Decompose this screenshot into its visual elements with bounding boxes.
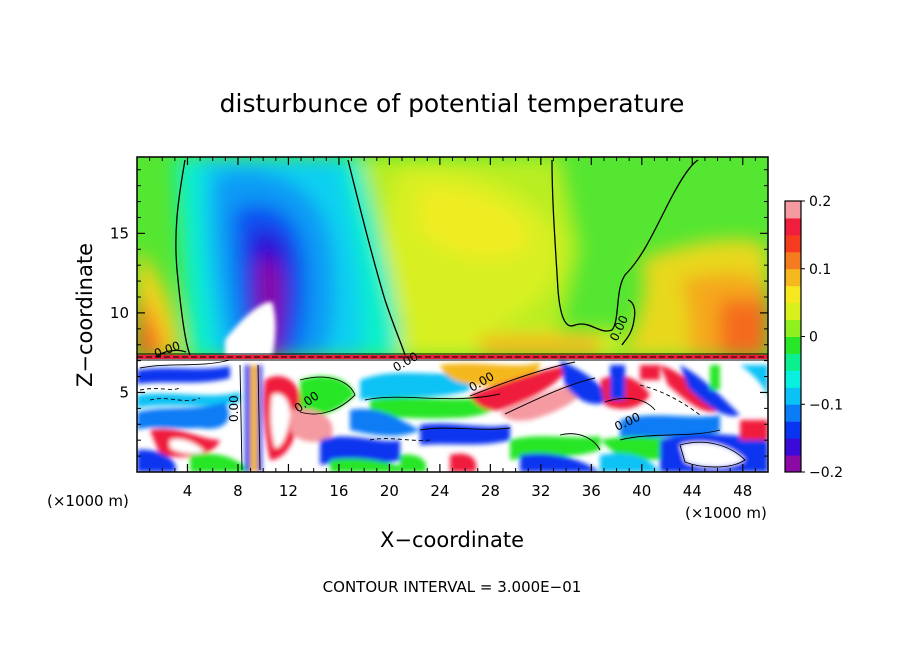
colorbar-swatch bbox=[785, 370, 801, 388]
x-tick-label: 8 bbox=[233, 482, 243, 500]
x-tick-label: 16 bbox=[329, 482, 348, 500]
colorbar-swatch bbox=[785, 438, 801, 456]
x-axis-label: X−coordinate bbox=[380, 528, 524, 552]
colorbar-swatch bbox=[785, 285, 801, 304]
colorbar-tick-label: 0.2 bbox=[809, 194, 831, 210]
colorbar-tick-label: 0 bbox=[809, 330, 818, 346]
colorbar-swatch bbox=[785, 302, 801, 321]
x-axis-unit-right: (×1000 m) bbox=[685, 504, 767, 522]
colorbar-swatch bbox=[785, 421, 801, 439]
colorbar-swatch bbox=[785, 268, 801, 287]
colorbar-tick-label: 0.1 bbox=[809, 262, 831, 278]
x-tick-label: 36 bbox=[582, 482, 601, 500]
x-tick-label: 28 bbox=[481, 482, 500, 500]
x-tick-label: 44 bbox=[683, 482, 702, 500]
x-tick-label: 12 bbox=[279, 482, 298, 500]
colorbar-swatch bbox=[785, 201, 801, 219]
colorbar-swatch bbox=[785, 234, 801, 253]
colorbar-tick-label: −0.2 bbox=[809, 465, 843, 481]
colorbar-swatch bbox=[785, 353, 801, 371]
y-tick-label: 15 bbox=[110, 224, 129, 242]
y-tick-label: 5 bbox=[119, 383, 129, 401]
colorbar-swatch bbox=[785, 217, 801, 236]
colorbar-swatch bbox=[785, 404, 801, 422]
colorbar-swatch bbox=[785, 387, 801, 405]
x-axis-unit-left: (×1000 m) bbox=[47, 492, 129, 510]
colorbar-swatch bbox=[785, 251, 801, 270]
contour-label: 0.00 bbox=[227, 395, 241, 422]
x-tick-label: 4 bbox=[183, 482, 193, 500]
x-tick-label: 24 bbox=[430, 482, 449, 500]
y-tick-label: 10 bbox=[110, 304, 129, 322]
x-tick-label: 40 bbox=[632, 482, 651, 500]
colorbar-swatch bbox=[785, 336, 801, 354]
chart-title: disturbunce of potential temperature bbox=[220, 89, 685, 118]
x-tick-label: 48 bbox=[733, 482, 752, 500]
x-axis: 4 8 12 16 20 24 28 32 36 40 44 48 bbox=[149, 157, 756, 500]
y-axis: 5 10 15 bbox=[110, 169, 768, 457]
contour-interval-note: CONTOUR INTERVAL = 3.000E−01 bbox=[323, 578, 582, 596]
colorbar-tick-label: −0.1 bbox=[809, 397, 843, 413]
x-tick-label: 20 bbox=[380, 482, 399, 500]
heatmap-field bbox=[137, 157, 768, 472]
colorbar-swatch bbox=[785, 319, 801, 337]
y-axis-label: Z−coordinate bbox=[73, 243, 97, 387]
colorbar-swatch bbox=[785, 455, 801, 473]
x-tick-label: 32 bbox=[531, 482, 550, 500]
colorbar: 0.2 0.1 0 −0.1 −0.2 bbox=[784, 194, 843, 481]
